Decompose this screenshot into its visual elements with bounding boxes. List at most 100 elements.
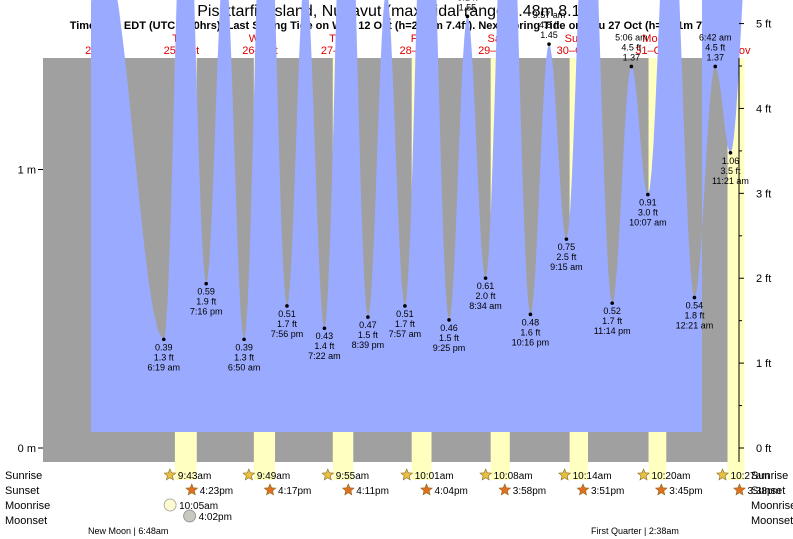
- tide-time-label: 10:07 am: [629, 218, 667, 228]
- sunset-time: 4:04pm: [435, 486, 468, 497]
- sunset-icon: [733, 483, 746, 496]
- sunset-time: 3:51pm: [591, 486, 624, 497]
- sunrise-time: 9:49am: [257, 471, 290, 482]
- sunset-icon: [341, 483, 355, 496]
- low-tide-marker: 0.511.7 ft7:57 am: [389, 304, 422, 339]
- sunrise-time: 9:55am: [336, 471, 369, 482]
- sunrise-icon: [321, 468, 335, 481]
- tide-height-m-label: 1.37: [623, 52, 641, 62]
- tide-height-m-label: 0.46: [440, 323, 458, 333]
- sunset-time: 4:11pm: [356, 486, 389, 497]
- tide-height-ft-label: 1.4 ft: [314, 341, 335, 351]
- tide-height-m-label: 1.06: [722, 156, 740, 166]
- sunrise-time: 10:08am: [494, 471, 533, 482]
- tide-height-ft-label: 2.5 ft: [556, 252, 577, 262]
- sunset-time: 3:38pm: [747, 486, 780, 497]
- daylight-band: [727, 58, 745, 480]
- tide-height-m-label: 0.39: [155, 342, 173, 352]
- low-tide-marker: 0.391.3 ft6:19 am: [148, 337, 181, 372]
- sunrise-icon: [479, 468, 493, 481]
- sunset-time: 4:17pm: [278, 486, 311, 497]
- tide-height-ft-label: 2.0 ft: [476, 291, 497, 301]
- y-tick-label-m: 0 m: [18, 443, 36, 455]
- tide-point: [242, 337, 246, 342]
- sunrise-icon: [163, 468, 177, 481]
- tide-point: [483, 276, 488, 280]
- row-label-right: Moonset: [751, 515, 793, 527]
- tide-height-ft-label: 1.8 ft: [684, 311, 705, 321]
- tide-water-area: [91, 0, 743, 432]
- tide-time-label: 7:57 am: [389, 329, 422, 339]
- tide-height-m-label: 0.91: [639, 198, 657, 208]
- tide-time-label: 6:42 am: [699, 32, 732, 42]
- row-label-left: Sunrise: [5, 470, 42, 482]
- sunset-icon: [185, 483, 199, 496]
- sunrise-time: 9:43am: [178, 471, 211, 482]
- tide-time-label: 3:57 am: [533, 10, 566, 20]
- tide-height-m-label: 0.52: [603, 306, 621, 316]
- tide-height-ft-label: 3.0 ft: [638, 208, 659, 218]
- chart-subtitle: Times are EDT (UTC –4.0hrs). Last Spring…: [70, 20, 723, 32]
- row-label-right: Sunset: [751, 485, 785, 497]
- sunrise-time: 10:01am: [415, 471, 454, 482]
- tide-point: [610, 301, 614, 305]
- tide-time-label: 9:15 am: [550, 262, 583, 272]
- row-label-right: Moonrise: [751, 500, 793, 512]
- tide-height-ft-label: 1.3 ft: [154, 352, 175, 362]
- high-tide-marker: 6:42 am4.5 ft1.37: [699, 32, 732, 69]
- sunset-time: 4:23pm: [200, 486, 233, 497]
- tide-point: [564, 237, 569, 241]
- sunset-icon: [654, 483, 668, 496]
- tide-height-m-label: 0.54: [686, 301, 704, 311]
- low-tide-marker: 0.612.0 ft8:34 am: [469, 276, 502, 311]
- tide-height-m-label: 0.43: [316, 331, 334, 341]
- moonset-icon: [183, 509, 197, 523]
- tide-height-m-label: 1.55: [459, 2, 477, 12]
- low-tide-marker: 0.591.9 ft7:16 pm: [190, 281, 223, 317]
- tide-height-m-label: 0.61: [477, 281, 495, 291]
- y-tick-label-ft: 1 ft: [756, 358, 771, 370]
- y-tick-label-ft: 3 ft: [756, 188, 771, 200]
- sunset-icon: [498, 483, 512, 496]
- moon-phase-label: First Quarter | 2:38am: [591, 526, 679, 536]
- tide-point: [528, 312, 533, 317]
- tide-height-ft-label: 1.7 ft: [277, 319, 298, 329]
- tide-time-label: 6:50 am: [228, 362, 261, 372]
- y-tick-label-ft: 0 ft: [756, 443, 771, 455]
- tide-time-label: 6:19 am: [148, 362, 181, 372]
- tide-time-label: 7:16 pm: [190, 307, 223, 317]
- sunset-icon: [420, 483, 433, 496]
- tide-height-ft-label: 5.1 ft: [457, 0, 478, 2]
- sunrise-icon: [637, 468, 650, 481]
- tide-time-label: 8:34 am: [469, 301, 502, 311]
- tide-time-label: 11:21 am: [712, 176, 749, 186]
- low-tide-marker: 0.391.3 ft6:50 am: [228, 337, 261, 372]
- tide-point: [403, 304, 407, 308]
- sunrise-time: 10:27am: [731, 471, 770, 482]
- tide-height-ft-label: 4.8 ft: [539, 20, 560, 30]
- y-tick-label-ft: 4 ft: [756, 103, 771, 115]
- moon-phase-label: New Moon | 6:48am: [88, 526, 168, 536]
- chart-title: Pisiktarfik Island, Nunavut (max. tidal …: [197, 3, 595, 20]
- tide-time-label: 11:14 pm: [594, 326, 631, 336]
- row-label-left: Moonrise: [5, 500, 50, 512]
- tide-point: [692, 295, 697, 300]
- y-tick-label-m: 1 m: [18, 165, 36, 177]
- tide-height-ft-label: 4.5 ft: [705, 42, 726, 52]
- tide-point: [713, 64, 718, 69]
- tide-time-label: 10:16 pm: [512, 337, 550, 347]
- tide-point: [547, 42, 551, 46]
- tide-height-m-label: 0.75: [558, 242, 576, 252]
- tide-point: [728, 150, 733, 155]
- tide-time-label: 12:21 am: [676, 321, 714, 331]
- tide-height-m-label: 0.47: [359, 320, 377, 330]
- sunset-icon: [263, 483, 277, 496]
- low-tide-marker: 0.471.5 ft8:39 pm: [352, 315, 385, 350]
- sunset-time: 3:58pm: [513, 486, 546, 497]
- moonrise-icon: [163, 498, 177, 512]
- tide-time-label: 8:39 pm: [352, 340, 385, 350]
